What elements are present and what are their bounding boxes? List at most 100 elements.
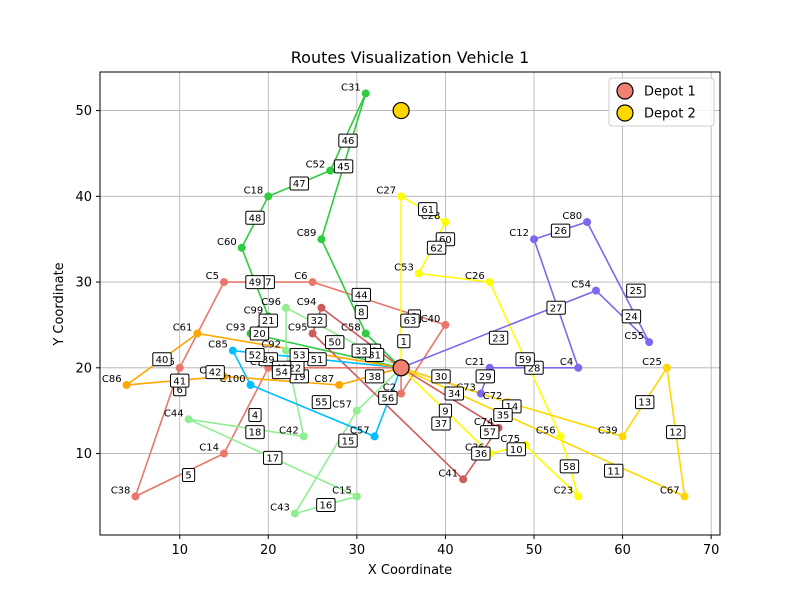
customer-label: C14 bbox=[199, 443, 219, 454]
edge-order-box bbox=[559, 459, 580, 474]
customer-label: C100 bbox=[219, 374, 245, 385]
edge-order-label: 1 bbox=[397, 334, 411, 349]
edge-order-text: 38 bbox=[368, 372, 381, 383]
customer-point bbox=[583, 218, 592, 227]
customer-label: C54 bbox=[571, 280, 591, 291]
edge-order-text: 22 bbox=[288, 363, 301, 374]
edge-order-text: 53 bbox=[293, 351, 306, 362]
customer-point bbox=[299, 432, 308, 441]
edge-order-box bbox=[471, 446, 491, 461]
edge-order-text: 54 bbox=[275, 368, 288, 379]
edge-order-label: 29 bbox=[475, 369, 495, 384]
edge-order-label: 58 bbox=[559, 459, 580, 474]
customer-point bbox=[317, 235, 326, 244]
edge-order-label: 20 bbox=[249, 326, 270, 341]
edge-order-box bbox=[245, 275, 265, 290]
y-tick-label: 10 bbox=[75, 447, 92, 462]
customer-label: C4 bbox=[560, 357, 573, 368]
edge-order-label: 27 bbox=[546, 300, 566, 315]
customer-label: C31 bbox=[341, 82, 361, 93]
customer-point bbox=[530, 235, 538, 244]
edge-order-label: 37 bbox=[431, 416, 451, 431]
edge-order-label: 54 bbox=[271, 365, 292, 380]
x-tick-label: 60 bbox=[614, 543, 631, 558]
edge-order-text: 5 bbox=[185, 471, 191, 482]
edge-order-text: 16 bbox=[319, 501, 332, 512]
edge-order-text: 21 bbox=[262, 316, 275, 327]
customer-point bbox=[556, 432, 565, 441]
edge-order-label: 32 bbox=[307, 313, 327, 328]
edge-order-text: 10 bbox=[510, 445, 523, 456]
edge-order-label: 35 bbox=[493, 407, 513, 422]
customer-label: C55 bbox=[624, 331, 644, 342]
customer-label: C43 bbox=[270, 503, 290, 514]
plot-frame bbox=[99, 71, 721, 536]
x-tick-label: 40 bbox=[437, 543, 454, 558]
edge-order-label: 42 bbox=[205, 365, 225, 380]
edge-order-text: 61 bbox=[421, 205, 434, 216]
x-axis-label: X Coordinate bbox=[368, 563, 452, 578]
customer-point bbox=[397, 192, 406, 201]
customer-label: C2 bbox=[383, 383, 396, 394]
customer-point bbox=[220, 278, 228, 287]
legend: Depot 1 Depot 2 bbox=[608, 77, 715, 127]
axis-layer: 10 20 30 40 50 60 70 10 20 30 40 50 bbox=[75, 71, 721, 558]
customer-label: C58 bbox=[341, 323, 361, 334]
edge-order-label: 40 bbox=[152, 352, 172, 367]
depot-marker bbox=[392, 101, 410, 120]
edge-order-text: 32 bbox=[311, 316, 324, 327]
edge-order-text: 40 bbox=[156, 355, 169, 366]
edge-order-text: 42 bbox=[209, 368, 222, 379]
edge-order-text: 18 bbox=[249, 428, 262, 439]
edge-order-label: 47 bbox=[289, 176, 309, 191]
depot-marker bbox=[392, 359, 410, 377]
legend-box bbox=[608, 77, 715, 127]
edge-order-label: 62 bbox=[426, 240, 447, 255]
x-tick-label: 10 bbox=[171, 543, 188, 558]
customer-point bbox=[574, 363, 583, 372]
edge-order-label: 61 bbox=[418, 202, 438, 217]
edge-order-label: 46 bbox=[338, 133, 358, 148]
edge-order-text: 47 bbox=[293, 179, 306, 190]
edge-order-label: 36 bbox=[471, 446, 491, 461]
edge-order-box bbox=[475, 369, 495, 384]
customer-label: C86 bbox=[102, 374, 122, 385]
customer-label: C67 bbox=[660, 485, 680, 496]
edge-order-text: 30 bbox=[435, 372, 448, 383]
edge-order-text: 52 bbox=[249, 351, 262, 362]
edge-order-label: 18 bbox=[245, 425, 265, 440]
customer-label: C23 bbox=[554, 485, 574, 496]
customer-point bbox=[592, 286, 600, 295]
customer-point bbox=[352, 492, 361, 501]
edge-order-box bbox=[289, 176, 309, 191]
customer-point bbox=[317, 303, 326, 312]
edge-order-text: 7 bbox=[265, 278, 271, 289]
edge-order-text: 49 bbox=[249, 278, 262, 289]
customer-label: C5 bbox=[206, 271, 219, 282]
edge-order-box bbox=[621, 309, 642, 324]
edge-order-text: 41 bbox=[173, 376, 186, 387]
customer-point bbox=[282, 303, 290, 312]
edge-order-text: 28 bbox=[528, 363, 541, 374]
edge-order-text: 20 bbox=[253, 329, 266, 340]
edge-order-box bbox=[635, 395, 655, 410]
edge-order-box bbox=[480, 425, 500, 440]
customer-label: C85 bbox=[208, 340, 228, 351]
customer-point bbox=[193, 329, 202, 338]
edge-order-label: 52 bbox=[245, 347, 265, 362]
customer-label: C87 bbox=[314, 374, 334, 385]
edge-order-text: 19 bbox=[293, 372, 306, 383]
customer-point bbox=[326, 166, 335, 175]
customer-label: C38 bbox=[111, 485, 131, 496]
customer-label: C12 bbox=[509, 228, 529, 239]
edge-order-text: 25 bbox=[629, 286, 642, 297]
edge-order-text: 6 bbox=[177, 385, 183, 396]
edge-order-label: 63 bbox=[400, 313, 420, 328]
edge-order-box bbox=[418, 202, 438, 217]
customer-point bbox=[680, 492, 689, 501]
customer-point bbox=[441, 218, 450, 227]
edge-order-text: 26 bbox=[554, 226, 567, 237]
edge-order-box bbox=[666, 425, 686, 440]
edge-order-label: 44 bbox=[351, 287, 371, 302]
